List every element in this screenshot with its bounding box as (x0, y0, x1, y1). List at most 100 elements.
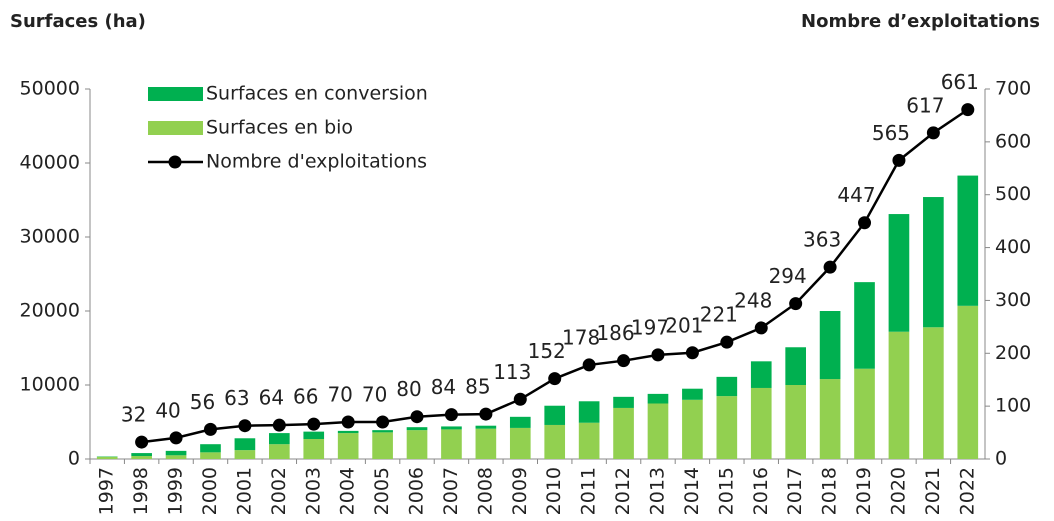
x-tick-label: 2020 (887, 467, 909, 515)
data-label: 661 (941, 70, 979, 94)
bar (372, 430, 393, 433)
x-tick-label: 2008 (474, 467, 496, 515)
marker (341, 415, 355, 429)
marker (892, 153, 906, 167)
bar (234, 450, 256, 459)
x-tick-label: 2021 (922, 467, 944, 515)
bar (578, 401, 600, 423)
x-tick-label: 2000 (199, 467, 221, 515)
marker (376, 415, 390, 429)
y2-tick-label: 500 (995, 183, 1031, 205)
legend-label: Surfaces en bio (206, 117, 353, 139)
data-label: 363 (803, 228, 841, 252)
bar (96, 456, 118, 459)
x-tick-label: 2003 (302, 467, 324, 515)
x-tick-label: 2010 (543, 467, 565, 515)
bar (923, 327, 944, 459)
bar (785, 385, 806, 459)
legend-label: Nombre d'exploitations (206, 151, 427, 173)
bar (165, 455, 187, 459)
marker (685, 346, 699, 360)
data-label: 66 (293, 385, 318, 409)
bar (372, 432, 393, 459)
data-label: 80 (396, 377, 421, 401)
marker (754, 321, 768, 335)
marker (135, 435, 149, 449)
y-tick-label: 40000 (20, 152, 80, 174)
marker (169, 431, 183, 445)
y-tick-label: 50000 (20, 78, 80, 100)
y2-tick-label: 200 (995, 342, 1031, 364)
data-label: 70 (327, 383, 352, 407)
y2-tick-label: 300 (995, 289, 1031, 311)
bar (682, 388, 703, 400)
data-label: 186 (596, 321, 634, 345)
marker (548, 372, 562, 386)
x-tick-label: 1999 (165, 467, 187, 515)
marker (238, 419, 252, 433)
y-tick-label: 20000 (20, 300, 80, 322)
data-label: 565 (872, 121, 910, 145)
legend-swatch (148, 121, 203, 135)
x-tick-label: 2002 (268, 467, 290, 515)
bar (750, 361, 772, 388)
data-label: 201 (665, 313, 703, 337)
marker (961, 103, 975, 117)
bar (647, 393, 669, 404)
data-label: 64 (259, 386, 284, 410)
bar (406, 430, 428, 459)
marker (823, 260, 837, 274)
bar (406, 427, 428, 431)
bar (337, 433, 359, 459)
bar (475, 425, 497, 429)
bar (131, 453, 152, 457)
data-label: 221 (700, 303, 738, 327)
legend-label: Surfaces en conversion (206, 83, 428, 105)
marker (307, 417, 321, 431)
bar (509, 416, 531, 428)
x-tick-label: 2013 (646, 467, 668, 515)
bar (854, 368, 875, 459)
marker (651, 348, 665, 362)
x-tick-label: 2022 (956, 467, 978, 515)
y2-tick-label: 700 (995, 78, 1031, 100)
x-tick-label: 2018 (819, 467, 841, 515)
bar (131, 456, 152, 459)
x-tick-label: 2007 (440, 467, 462, 515)
bar (647, 403, 669, 459)
marker (858, 216, 872, 230)
bar (303, 439, 325, 459)
bar (441, 429, 462, 459)
marker (513, 392, 527, 406)
bar (200, 452, 221, 459)
x-tick-label: 2019 (853, 467, 875, 515)
x-tick-label: 2001 (233, 467, 255, 515)
bar (785, 347, 806, 385)
marker (789, 297, 803, 311)
x-tick-label: 2014 (681, 467, 703, 515)
bar (544, 424, 566, 459)
bar (544, 405, 566, 425)
bar (923, 197, 944, 328)
bar (613, 396, 634, 408)
data-label: 294 (769, 264, 807, 288)
y-axis-title: Surfaces (ha) (10, 11, 146, 32)
bar (337, 430, 359, 434)
y2-tick-label: 600 (995, 130, 1031, 152)
bar (509, 427, 531, 459)
data-label: 70 (362, 383, 387, 407)
x-tick-label: 1998 (130, 467, 152, 515)
x-tick-label: 2015 (715, 467, 737, 515)
bar (682, 399, 703, 459)
bar (819, 379, 841, 459)
y2-tick-label: 400 (995, 236, 1031, 258)
data-label: 32 (121, 403, 146, 427)
bar (441, 426, 462, 430)
bar (888, 214, 910, 332)
y2-tick-label: 0 (995, 448, 1007, 470)
bar (578, 422, 600, 459)
bar (200, 444, 221, 453)
x-tick-label: 2011 (578, 467, 600, 515)
bar (750, 387, 772, 459)
